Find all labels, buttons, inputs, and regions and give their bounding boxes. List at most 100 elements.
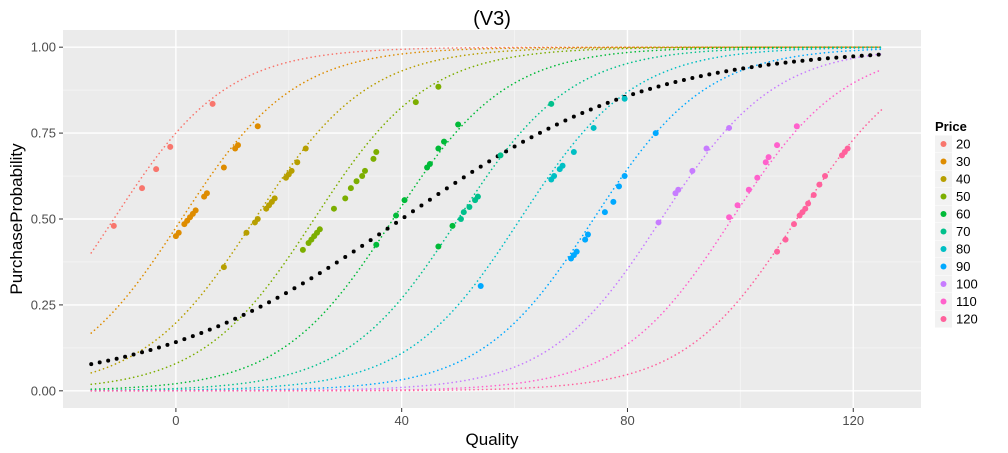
- overall-curve-point: [334, 260, 339, 265]
- overall-curve-point: [241, 312, 246, 317]
- point-price-50: [299, 246, 306, 253]
- point-price-30: [234, 142, 241, 149]
- point-price-40: [243, 229, 250, 236]
- overall-curve-point: [224, 320, 229, 325]
- overall-curve-point: [791, 59, 796, 64]
- overall-curve-point: [588, 107, 593, 112]
- point-price-120: [774, 248, 781, 255]
- overall-curve-point: [258, 304, 263, 309]
- point-price-120: [805, 200, 812, 207]
- x-tick-label: 40: [394, 413, 408, 428]
- point-price-60: [426, 161, 433, 168]
- overall-curve-point: [173, 340, 178, 345]
- overall-curve-point: [690, 76, 695, 80]
- point-price-120: [782, 236, 789, 243]
- overall-curve-point: [97, 360, 102, 365]
- overall-curve-point: [614, 97, 619, 102]
- point-price-110: [734, 202, 741, 209]
- legend-key-price-30: [940, 158, 947, 165]
- overall-curve-point: [825, 56, 830, 61]
- overall-curve-point: [199, 330, 204, 335]
- overall-curve-point: [470, 169, 475, 174]
- overall-curve-point: [563, 118, 568, 123]
- legend-key-price-50: [940, 193, 947, 200]
- x-axis-ticks: 0 40 80 120: [172, 408, 864, 428]
- point-price-110: [793, 123, 800, 130]
- x-axis-title: Quality: [466, 430, 519, 449]
- point-price-60: [455, 121, 462, 128]
- overall-curve-point: [233, 316, 238, 321]
- overall-curve-point: [394, 220, 399, 225]
- point-price-100: [703, 145, 710, 152]
- overall-curve-point: [504, 149, 509, 154]
- legend-key-price-120: [940, 316, 947, 322]
- overall-curve-point: [123, 354, 128, 359]
- point-price-120: [810, 191, 817, 198]
- point-price-20: [110, 222, 117, 229]
- overall-curve-point: [631, 92, 636, 97]
- overall-curve-point: [859, 53, 864, 58]
- legend-label-price-20: 20: [956, 137, 970, 152]
- point-price-70: [457, 216, 464, 222]
- overall-curve-point: [275, 295, 280, 300]
- overall-curve-point: [436, 192, 441, 197]
- overall-curve-point: [817, 57, 822, 62]
- x-tick-label: 0: [172, 413, 179, 428]
- point-price-60: [393, 212, 400, 219]
- legend-title: Price: [935, 119, 967, 134]
- overall-curve-point: [673, 80, 678, 84]
- overall-curve-point: [758, 63, 763, 68]
- point-price-120: [822, 173, 829, 180]
- overall-curve-point: [377, 232, 382, 237]
- curve-price-40: [90, 46, 883, 374]
- y-tick-label: 1.00: [31, 40, 56, 55]
- point-price-20: [153, 166, 160, 173]
- overall-curve-point: [140, 350, 145, 355]
- point-price-40: [302, 145, 309, 152]
- point-price-60: [435, 145, 442, 152]
- overall-curve-point: [114, 356, 119, 361]
- overall-curve-point: [529, 135, 534, 140]
- point-price-50: [412, 99, 419, 106]
- overall-curve-point: [148, 347, 153, 352]
- overall-curve-point: [537, 130, 542, 135]
- overall-curve-point: [571, 114, 576, 119]
- overall-curve-point: [808, 57, 813, 62]
- point-price-90: [584, 231, 591, 238]
- point-price-50: [373, 148, 380, 155]
- overall-curve-point: [605, 100, 610, 105]
- overall-curve-point: [182, 337, 187, 342]
- point-price-60: [373, 241, 380, 248]
- overall-curve-point: [410, 209, 415, 214]
- point-price-50: [330, 205, 337, 212]
- legend-label-price-70: 70: [956, 224, 970, 239]
- point-price-90: [601, 209, 608, 216]
- point-price-90: [621, 173, 628, 180]
- overall-curve-point: [317, 271, 322, 276]
- point-price-50: [435, 83, 442, 90]
- overall-curve-point: [326, 265, 331, 270]
- legend: Price 20 30 40 50 60 70 80 90 100 110 120: [935, 119, 978, 328]
- point-price-20: [209, 100, 216, 107]
- overall-curve-point: [766, 62, 771, 67]
- overall-curve-point: [292, 286, 297, 291]
- overall-curve-point: [283, 291, 288, 296]
- point-price-90: [573, 248, 580, 255]
- point-price-90: [652, 130, 659, 137]
- y-tick-label: 0.50: [31, 212, 56, 227]
- overall-curve-point: [715, 70, 720, 75]
- legend-key-price-40: [940, 176, 947, 182]
- legend-label-price-120: 120: [956, 312, 978, 327]
- overall-curve-point: [207, 327, 212, 332]
- overall-curve-point: [834, 55, 839, 60]
- point-price-70: [548, 100, 555, 107]
- point-price-40: [294, 159, 301, 166]
- point-price-90: [477, 283, 484, 290]
- point-price-80: [570, 148, 577, 155]
- curve-price-120: [90, 109, 883, 392]
- point-price-50: [359, 173, 366, 180]
- y-tick-label: 0.75: [31, 126, 56, 141]
- chart-title: (V3): [473, 8, 511, 30]
- point-price-110: [754, 174, 761, 181]
